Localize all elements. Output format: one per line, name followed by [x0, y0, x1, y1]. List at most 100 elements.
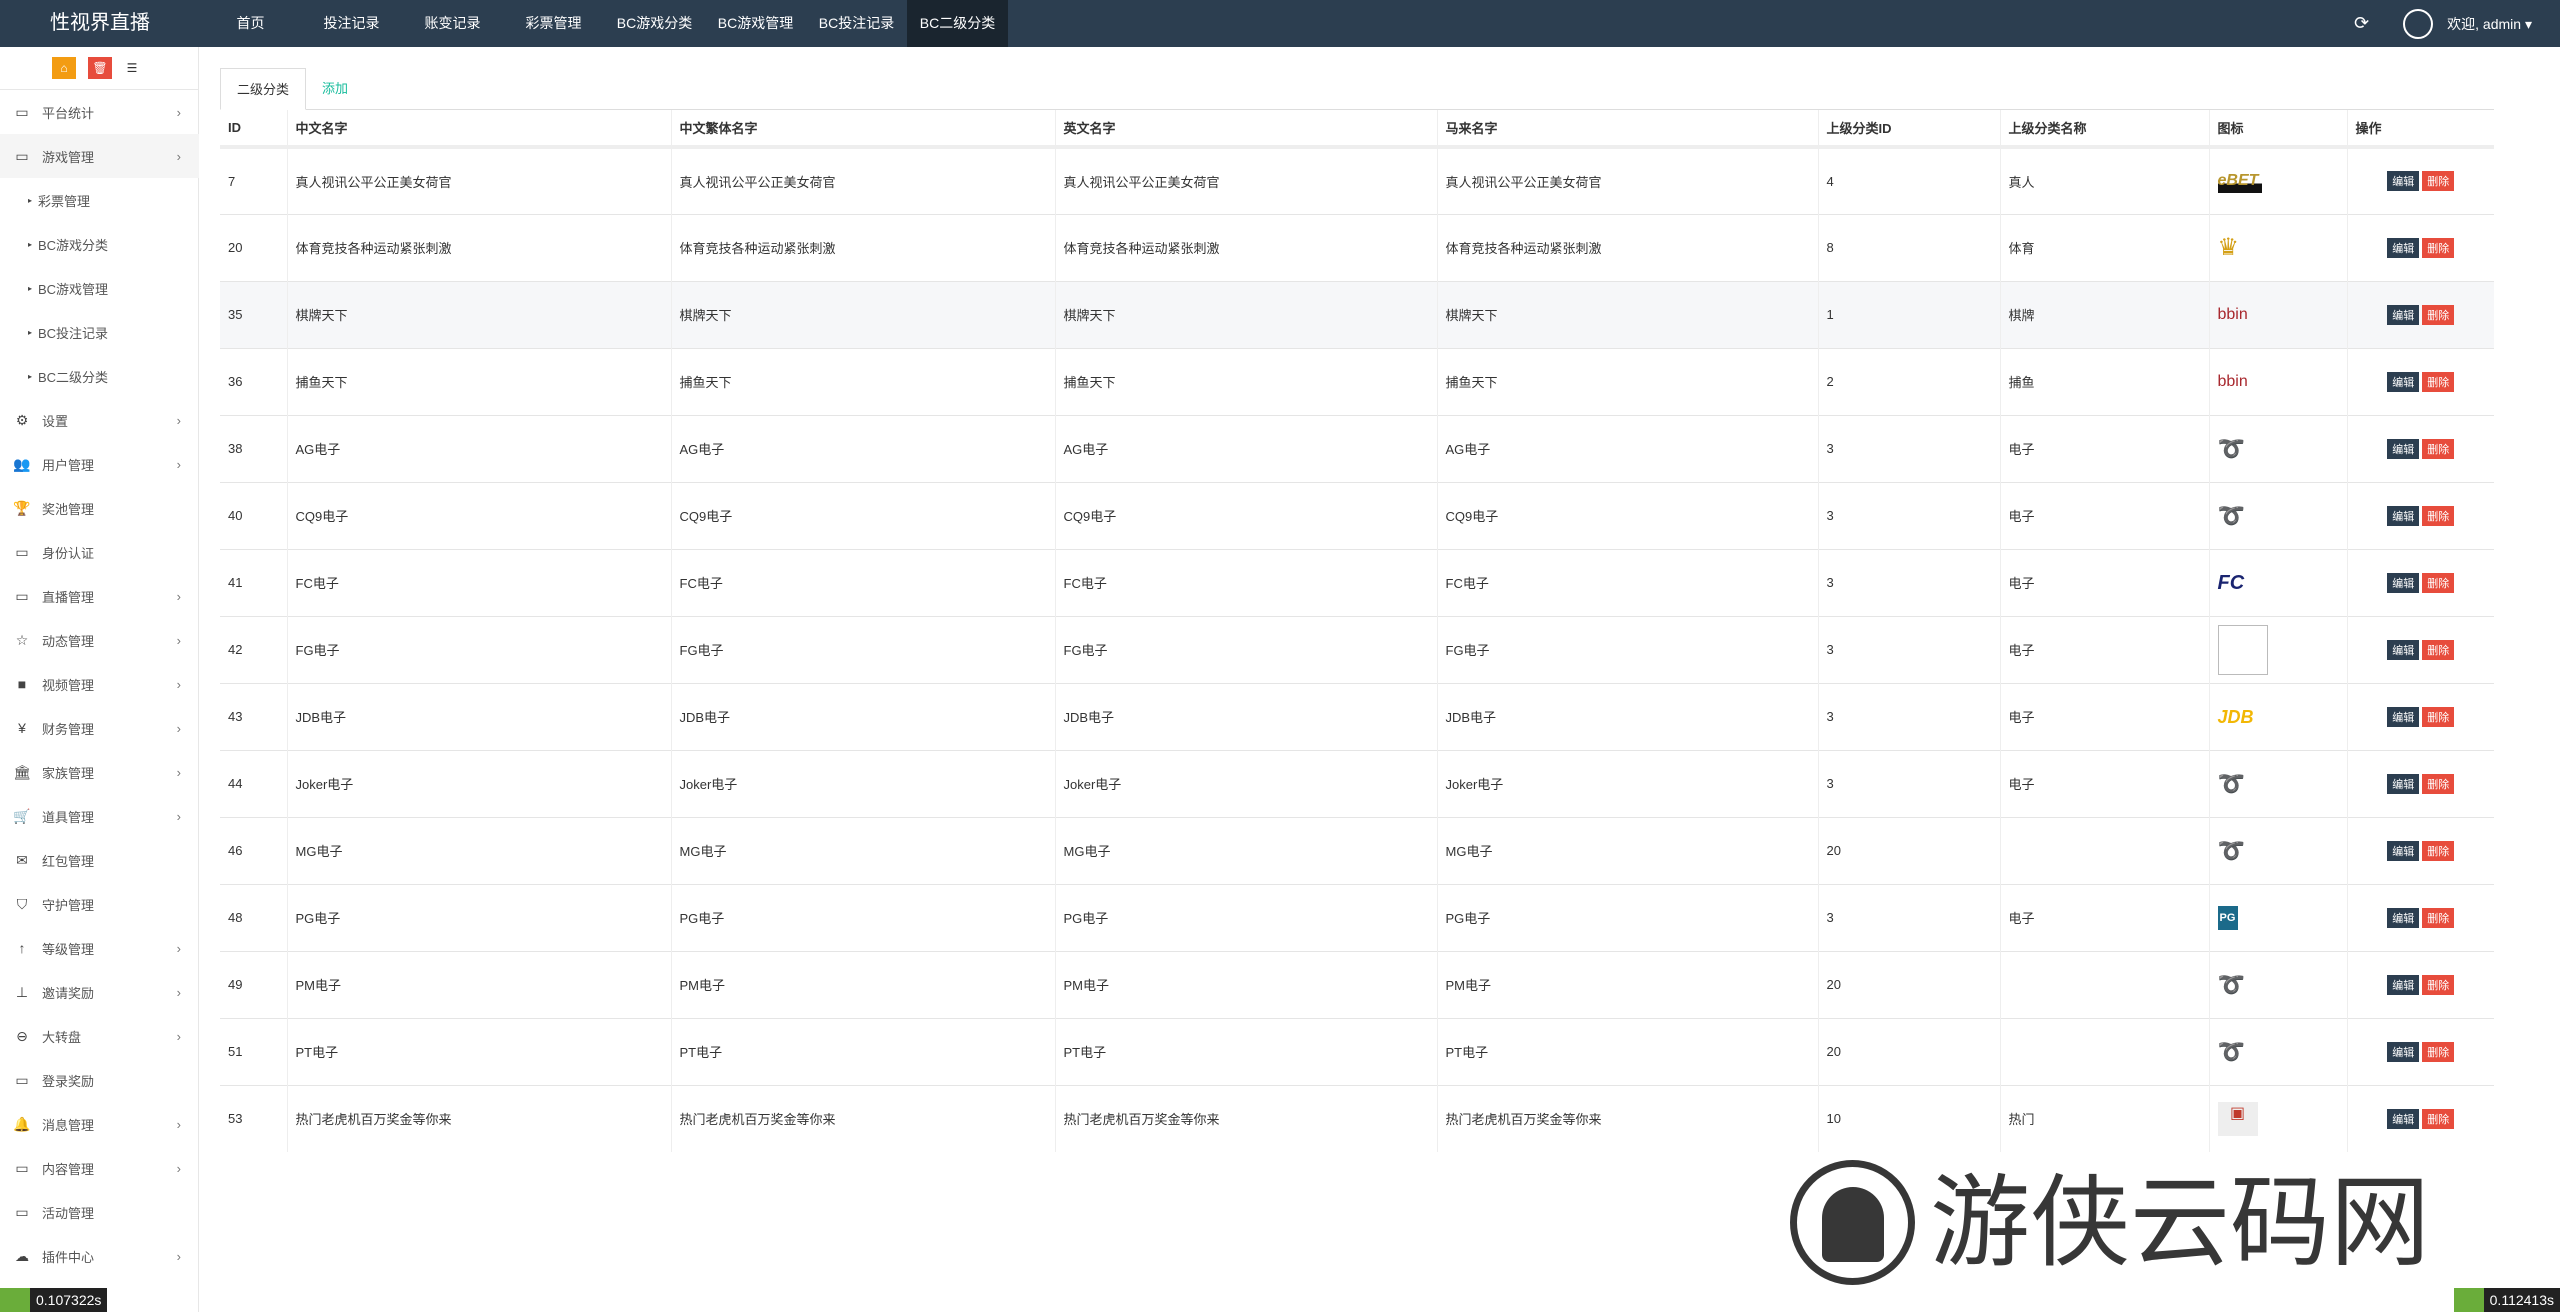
- nav-item[interactable]: BC游戏分类: [616, 15, 693, 31]
- delete-button[interactable]: 删除: [2422, 1108, 2455, 1129]
- edit-button[interactable]: 编辑: [2387, 438, 2420, 459]
- delete-button[interactable]: 删除: [2422, 438, 2455, 459]
- sidebar-item[interactable]: 🛒 道具管理 ›: [0, 794, 199, 838]
- edit-button[interactable]: 编辑: [2387, 304, 2420, 325]
- sidebar-item[interactable]: ⊥ 邀请奖励 ›: [0, 970, 199, 1014]
- sidebar-item[interactable]: ▭ 身份认证: [0, 530, 199, 574]
- cell-zh: 体育竞技各种运动紧张刺激: [286, 213, 671, 281]
- nav-item[interactable]: 投注记录: [323, 15, 380, 31]
- sidebar-item[interactable]: ▸ BC游戏分类: [0, 222, 199, 266]
- sidebar-item[interactable]: 👥 用户管理 ›: [0, 442, 199, 486]
- edit-button[interactable]: 编辑: [2387, 706, 2420, 727]
- cell-zh: 棋牌天下: [286, 280, 671, 348]
- delete-button[interactable]: 删除: [2422, 572, 2455, 593]
- edit-button[interactable]: 编辑: [2387, 371, 2420, 392]
- menu-toggle-button[interactable]: ☰: [126, 61, 138, 75]
- clear-cache-button[interactable]: 🗑: [88, 57, 112, 79]
- delete-button[interactable]: 删除: [2422, 505, 2455, 526]
- cell-icon: ➰: [2208, 414, 2347, 482]
- sidebar-item[interactable]: ☆ 动态管理 ›: [0, 618, 199, 662]
- sidebar-item-label: 游戏管理: [42, 149, 95, 165]
- app-logo[interactable]: 性视界直播: [50, 12, 150, 34]
- users-icon: 👥: [13, 455, 31, 472]
- nav-item[interactable]: 账变记录: [424, 15, 481, 31]
- delete-button[interactable]: 删除: [2422, 773, 2455, 794]
- sidebar-item[interactable]: ▭ 内容管理 ›: [0, 1146, 199, 1190]
- cell-ms: PT电子: [1436, 1017, 1818, 1085]
- delete-button[interactable]: 删除: [2422, 237, 2455, 258]
- sidebar-item[interactable]: ■ 视频管理 ›: [0, 662, 199, 706]
- sidebar-item[interactable]: ✉ 红包管理: [0, 838, 199, 882]
- ebet-logo-icon: eBET: [2217, 169, 2262, 194]
- sidebar-item[interactable]: ▸ BC投注记录: [0, 310, 199, 354]
- edit-button[interactable]: 编辑: [2387, 1108, 2420, 1129]
- sidebar-item[interactable]: 🏆 奖池管理: [0, 486, 199, 530]
- cell-zht: CQ9电子: [670, 481, 1055, 549]
- chevron-right-icon: ›: [176, 588, 181, 604]
- nav-item[interactable]: BC投注记录: [818, 15, 895, 31]
- nav-item[interactable]: BC游戏管理: [717, 15, 794, 31]
- cell-en: 棋牌天下: [1054, 280, 1437, 348]
- sidebar-item[interactable]: ▭ 平台统计 ›: [0, 90, 199, 134]
- sidebar-item[interactable]: 🏛 家族管理 ›: [0, 750, 199, 794]
- sidebar-item[interactable]: ▭ 登录奖励: [0, 1058, 199, 1102]
- cell-actions: 编辑 删除: [2346, 682, 2494, 750]
- edit-button[interactable]: 编辑: [2387, 840, 2420, 861]
- sidebar-item[interactable]: ▸ BC二级分类: [0, 354, 199, 398]
- column-header: 上级分类名称: [1999, 110, 2209, 149]
- sidebar-item[interactable]: ▭ 活动管理: [0, 1190, 199, 1234]
- star-icon: ☆: [15, 631, 29, 648]
- delete-button[interactable]: 删除: [2422, 171, 2455, 192]
- column-header: 中文繁体名字: [670, 110, 1055, 149]
- sidebar-item[interactable]: ↑ 等级管理 ›: [0, 926, 199, 970]
- sidebar-item[interactable]: ▸ 彩票管理: [0, 178, 199, 222]
- user-menu[interactable]: 欢迎, admin ▾: [2447, 15, 2532, 32]
- edit-button[interactable]: 编辑: [2387, 773, 2420, 794]
- chevron-right-icon: ›: [176, 940, 181, 956]
- chevron-right-icon: ›: [176, 984, 181, 1000]
- nav-item[interactable]: BC二级分类: [907, 0, 1008, 47]
- nav-item[interactable]: 彩票管理: [525, 15, 582, 31]
- cell-zht: FG电子: [670, 615, 1055, 683]
- edit-button[interactable]: 编辑: [2387, 639, 2420, 660]
- nav-item[interactable]: 首页: [236, 15, 265, 31]
- delete-button[interactable]: 删除: [2422, 1041, 2455, 1062]
- edit-button[interactable]: 编辑: [2387, 237, 2420, 258]
- delete-button[interactable]: 删除: [2422, 907, 2455, 928]
- edit-button[interactable]: 编辑: [2387, 572, 2420, 593]
- sidebar-item[interactable]: ¥ 财务管理 ›: [0, 706, 199, 750]
- sidebar-item[interactable]: ⚙ 设置 ›: [0, 398, 199, 442]
- sidebar-item[interactable]: ⊖ 大转盘 ›: [0, 1014, 199, 1058]
- delete-button[interactable]: 删除: [2422, 371, 2455, 392]
- cell-zh: JDB电子: [286, 682, 671, 750]
- delete-button[interactable]: 删除: [2422, 639, 2455, 660]
- edit-button[interactable]: 编辑: [2387, 974, 2420, 995]
- cell-pid: 3: [1817, 481, 2000, 549]
- delete-button[interactable]: 删除: [2422, 304, 2455, 325]
- cell-pname: [1999, 816, 2209, 884]
- sidebar-item[interactable]: ▸ BC游戏管理: [0, 266, 199, 310]
- sidebar-item[interactable]: ☁ 插件中心 ›: [0, 1234, 199, 1278]
- refresh-icon[interactable]: ⟳: [2354, 13, 2370, 33]
- table-row: 38 AG电子 AG电子 AG电子 AG电子 3 电子 ➰ 编辑 删除: [220, 414, 2494, 482]
- delete-button[interactable]: 删除: [2422, 706, 2455, 727]
- sidebar-item[interactable]: ▭ 直播管理 ›: [0, 574, 199, 618]
- tab-add[interactable]: 添加: [322, 81, 349, 96]
- edit-button[interactable]: 编辑: [2387, 1041, 2420, 1062]
- edit-button[interactable]: 编辑: [2387, 907, 2420, 928]
- trophy-icon: 🏆: [13, 499, 31, 516]
- sidebar-item[interactable]: ⛉ 守护管理: [0, 882, 199, 926]
- tab-category-list[interactable]: 二级分类: [220, 68, 307, 110]
- sidebar-item[interactable]: ▭ 游戏管理 ›: [0, 134, 199, 178]
- delete-button[interactable]: 删除: [2422, 840, 2455, 861]
- edit-button[interactable]: 编辑: [2387, 505, 2420, 526]
- sidebar-item[interactable]: 🔔 消息管理 ›: [0, 1102, 199, 1146]
- home-button[interactable]: ⌂: [52, 57, 76, 79]
- caret-right-icon: ▸: [27, 239, 32, 249]
- cell-pname: 电子: [1999, 749, 2209, 817]
- desktop-icon: ▭: [15, 587, 29, 604]
- avatar[interactable]: [2403, 8, 2434, 39]
- delete-button[interactable]: 删除: [2422, 974, 2455, 995]
- table-row: 41 FC电子 FC电子 FC电子 FC电子 3 电子 FC 编辑 删除: [220, 548, 2494, 616]
- edit-button[interactable]: 编辑: [2387, 171, 2420, 192]
